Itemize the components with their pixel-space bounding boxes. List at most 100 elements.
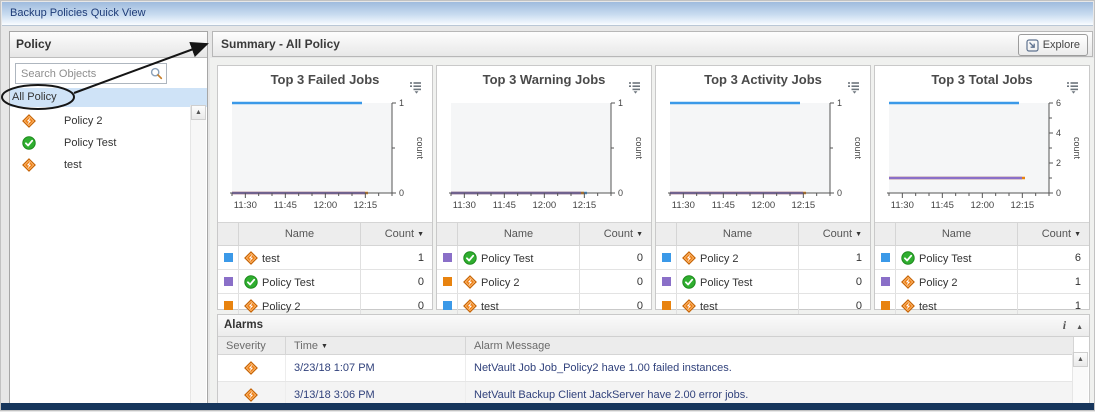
svg-text:11:45: 11:45	[931, 200, 954, 211]
svg-text:11:45: 11:45	[493, 200, 516, 211]
count-column-header[interactable]: Count ▼	[798, 222, 870, 246]
check-circle-icon	[22, 136, 36, 150]
window-titlebar: Backup Policies Quick View	[2, 2, 1093, 26]
policy-name-cell: Policy 2	[895, 269, 1018, 294]
sidebar-item-policy-2[interactable]: Policy 2	[10, 110, 207, 132]
chart-options-icon[interactable]	[628, 81, 641, 94]
count-cell: 6	[1017, 245, 1089, 270]
svg-text:12:15: 12:15	[572, 200, 596, 211]
sort-desc-icon: ▼	[1074, 231, 1081, 238]
panel-top3-activity-jobs: Top 3 Activity Jobs 11:30 11:45 12:00 12:15…	[655, 65, 871, 318]
top3-table-row[interactable]: Policy Test 0	[656, 269, 870, 294]
scroll-up-button[interactable]: ▲	[1073, 352, 1088, 367]
top3-table-row[interactable]: test 0	[437, 293, 651, 318]
policy-name-cell: Policy Test	[676, 269, 799, 294]
sidebar-item-label: test	[64, 159, 82, 171]
table-header-row: Name Count ▼	[656, 222, 870, 246]
count-cell: 1	[1017, 269, 1089, 294]
series-swatch	[875, 245, 896, 270]
alarm-row[interactable]: 3/13/18 3:06 PM NetVault Backup Client Ja…	[218, 381, 1074, 404]
check-circle-icon	[682, 274, 696, 289]
sidebar-item-all-policy[interactable]: All Policy	[10, 88, 207, 107]
info-icon[interactable]: i	[1062, 318, 1067, 332]
line-chart: 11:30 11:45 12:00 12:15 0 1 count	[230, 98, 425, 211]
count-column-header[interactable]: Count ▼	[360, 222, 432, 246]
top3-table-row[interactable]: Policy Test 0	[218, 269, 432, 294]
svg-text:11:45: 11:45	[274, 200, 297, 211]
severity-column-header[interactable]: Severity	[218, 337, 286, 355]
sort-desc-icon: ▼	[417, 231, 424, 238]
time-column-header[interactable]: Time ▼	[285, 337, 466, 355]
count-cell: 1	[360, 245, 432, 270]
explore-button[interactable]: Explore	[1017, 34, 1088, 56]
alarm-message-cell: NetVault Backup Client JackServer have 2…	[465, 381, 1074, 404]
alarms-table: Severity Time ▼ Alarm Message 3/23/18 1:0…	[218, 337, 1074, 404]
svg-text:12:15: 12:15	[791, 200, 815, 211]
svg-text:12:15: 12:15	[1010, 200, 1034, 211]
sidebar-scrollbar[interactable]: ▲	[190, 105, 206, 403]
table-header-row: Name Count ▼	[218, 222, 432, 246]
name-column-header[interactable]: Name	[676, 222, 799, 246]
search-input[interactable]	[15, 63, 167, 84]
count-cell: 0	[579, 245, 651, 270]
message-column-header[interactable]: Alarm Message	[465, 337, 1074, 355]
svg-text:1: 1	[618, 98, 623, 108]
sidebar-item-policy-test[interactable]: Policy Test	[10, 132, 207, 154]
collapse-icon[interactable]: ▲	[1076, 324, 1083, 331]
severity-cell	[218, 354, 286, 382]
panel-top3-warning-jobs: Top 3 Warning Jobs 11:30 11:45 12:00 12:15 0…	[436, 65, 652, 318]
series-swatch	[437, 245, 458, 270]
policy-name-cell: Policy 2	[676, 245, 799, 270]
top3-table-row[interactable]: Policy Test 6	[875, 245, 1089, 270]
search-icon[interactable]	[150, 67, 163, 80]
sidebar-title: Policy	[10, 32, 207, 58]
panel-top3-failed-jobs: Top 3 Failed Jobs 11:30 11:45 12:00 12:15 0 1…	[217, 65, 433, 318]
severity-cell	[218, 381, 286, 404]
sort-desc-icon: ▼	[321, 342, 328, 350]
svg-text:12:00: 12:00	[532, 200, 556, 211]
window-title: Backup Policies Quick View	[10, 7, 146, 19]
svg-text:11:30: 11:30	[672, 200, 695, 211]
swatch-column-header	[437, 222, 458, 246]
top3-table-row[interactable]: Policy Test 0	[437, 245, 651, 270]
policy-name-cell: test	[457, 293, 580, 318]
sidebar-item-test[interactable]: test	[10, 154, 207, 176]
sort-desc-icon: ▼	[636, 231, 643, 238]
series-swatch	[437, 269, 458, 294]
name-column-header[interactable]: Name	[238, 222, 361, 246]
summary-title: Summary - All Policy	[221, 37, 340, 51]
name-column-header[interactable]: Name	[457, 222, 580, 246]
alarm-time-cell: 3/23/18 1:07 PM	[285, 354, 466, 382]
scroll-up-button[interactable]: ▲	[191, 105, 206, 120]
alarms-header: Alarms i ▲	[218, 315, 1089, 337]
alarms-scrollbar[interactable]: ▲	[1072, 352, 1088, 403]
top3-table-row[interactable]: test 1	[218, 245, 432, 270]
line-chart: 11:30 11:45 12:00 12:15 0 1 count	[449, 98, 644, 211]
chart-options-icon[interactable]	[1066, 81, 1079, 94]
check-circle-icon	[244, 274, 258, 289]
count-cell: 1	[798, 245, 870, 270]
name-column-header[interactable]: Name	[895, 222, 1018, 246]
series-swatch	[875, 269, 896, 294]
check-circle-icon	[463, 250, 477, 265]
top3-table: Name Count ▼ Policy 2 1 Policy Test 0 test 0	[656, 222, 870, 318]
policy-diamond-icon	[463, 298, 477, 313]
chart-options-icon[interactable]	[409, 81, 422, 94]
svg-text:0: 0	[1056, 188, 1061, 198]
svg-text:12:00: 12:00	[313, 200, 337, 211]
alarms-header-row: Severity Time ▼ Alarm Message	[218, 337, 1074, 355]
alarm-time-cell: 3/13/18 3:06 PM	[285, 381, 466, 404]
explore-icon	[1026, 38, 1039, 52]
chart-options-icon[interactable]	[847, 81, 860, 94]
count-column-header[interactable]: Count ▼	[579, 222, 651, 246]
alarms-panel: Alarms i ▲ Severity Time ▼ Alarm Message 3…	[217, 314, 1090, 405]
alarm-row[interactable]: 3/23/18 1:07 PM NetVault Job Job_Policy2 …	[218, 354, 1074, 382]
sidebar-item-label: Policy Test	[64, 137, 117, 149]
count-column-header[interactable]: Count ▼	[1017, 222, 1089, 246]
